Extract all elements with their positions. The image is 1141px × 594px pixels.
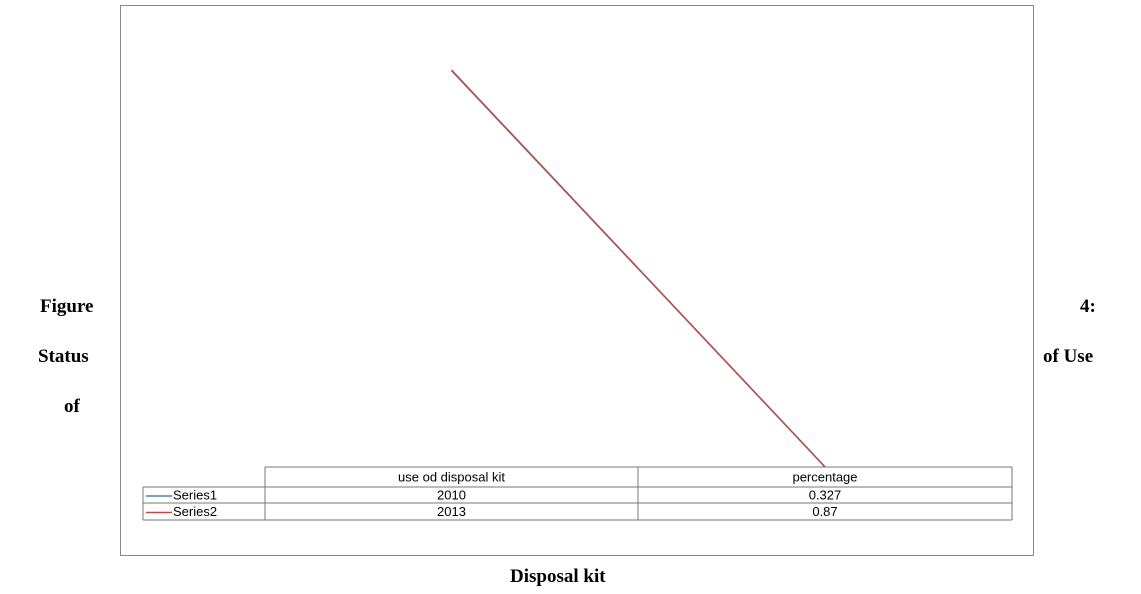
caption: Figure — [40, 296, 94, 317]
table-cell: 2010 — [437, 487, 466, 502]
legend-label: Series1 — [173, 487, 217, 502]
caption: Disposal kit — [510, 566, 606, 587]
caption: of — [64, 396, 80, 417]
chart-frame — [120, 5, 1034, 556]
table-cell: 0.327 — [809, 487, 842, 502]
table-header: use od disposal kit — [398, 469, 505, 484]
legend-label: Series2 — [173, 504, 217, 519]
series-line — [450, 69, 826, 468]
table-cell: 0.87 — [812, 504, 837, 519]
table-header: percentage — [792, 469, 857, 484]
table-cell: 2013 — [437, 504, 466, 519]
caption: 4: — [1080, 296, 1096, 317]
caption: Status — [38, 346, 89, 367]
caption: of Use — [1043, 346, 1094, 367]
